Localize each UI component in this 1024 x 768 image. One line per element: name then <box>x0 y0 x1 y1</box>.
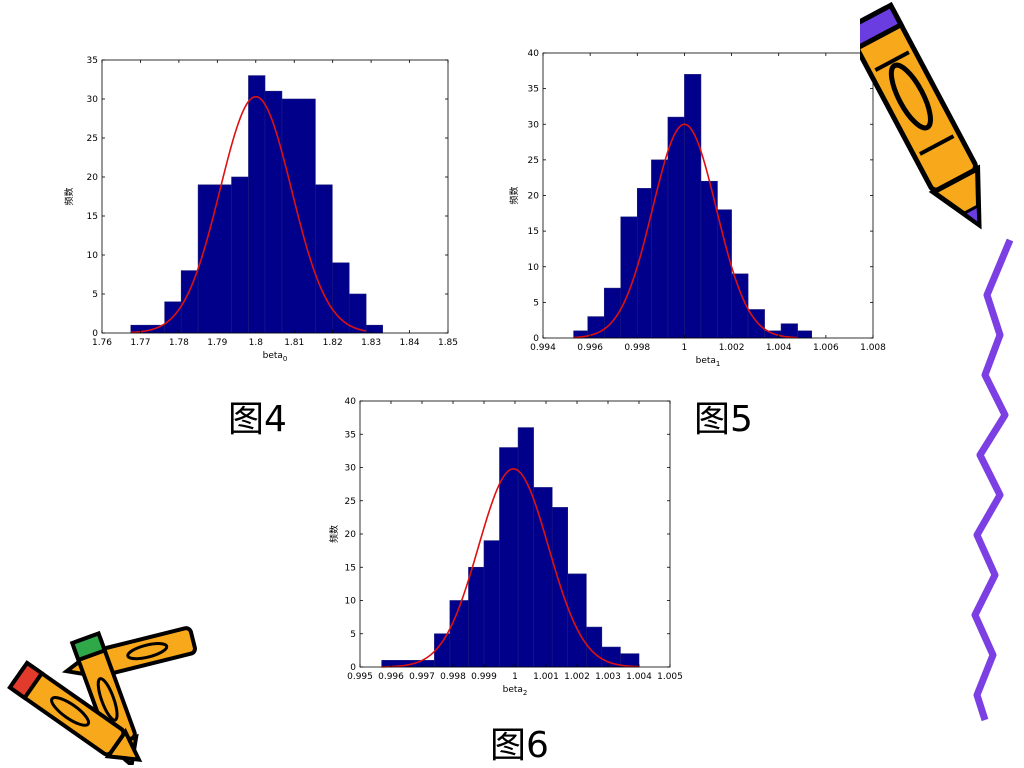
figure-4-caption: 图4 <box>228 399 287 440</box>
y-tick-label: 35 <box>87 56 98 66</box>
x-tick-label: 1.84 <box>400 338 420 348</box>
y-tick-label: 15 <box>87 212 98 222</box>
y-tick-label: 0 <box>350 663 356 673</box>
x-tick-label: 0.997 <box>409 672 435 682</box>
y-tick-label: 30 <box>345 464 357 474</box>
x-tick-label: 1.006 <box>813 343 839 353</box>
x-tick-label: 0.999 <box>471 672 497 682</box>
x-tick-label: 1.005 <box>657 672 683 682</box>
zigzag-line <box>971 238 1014 722</box>
y-tick-label: 10 <box>87 251 99 261</box>
x-tick-label: 0.994 <box>530 343 556 353</box>
x-tick-label: 1.002 <box>719 343 745 353</box>
y-tick-label: 0 <box>533 334 539 344</box>
x-tick-label: 1.81 <box>284 338 304 348</box>
x-tick-label: 0.996 <box>378 672 404 682</box>
y-tick-label: 20 <box>345 530 357 540</box>
histogram-beta0: 1.76 1.77 1.78 1.79 1.8 1.81 1.82 1.83 1.84 1.85 0… <box>63 56 458 363</box>
x-tick-label: 1.78 <box>169 338 189 348</box>
histogram-beta1: 0.994 0.996 0.998 1 1.002 1.004 1.006 1.008 0 5 10… <box>508 49 886 368</box>
histogram-bar <box>231 176 249 334</box>
x-tick-label: 1.82 <box>323 338 343 348</box>
y-tick-label: 15 <box>528 227 539 237</box>
histogram-bar <box>684 74 702 339</box>
histogram-bar <box>651 159 669 339</box>
normal-fit-curve <box>130 95 367 334</box>
x-tick-label: 0.996 <box>577 343 603 353</box>
histogram-bar <box>620 216 638 339</box>
y-tick-label: 40 <box>528 49 540 59</box>
y-tick-label: 30 <box>528 120 540 130</box>
y-tick-label: 20 <box>528 192 540 202</box>
y-tick-label: 5 <box>350 630 356 640</box>
y-axis-label: 频数 <box>328 525 340 543</box>
histogram-bar <box>567 573 587 668</box>
y-tick-label: 25 <box>345 497 356 507</box>
y-tick-label: 10 <box>345 597 357 607</box>
x-tick-label: 1.002 <box>564 672 590 682</box>
pencil-icon <box>860 1 982 230</box>
histogram-bar <box>449 600 469 668</box>
histogram-bar <box>499 447 519 668</box>
y-tick-label: 5 <box>92 290 98 300</box>
y-tick-label: 20 <box>87 173 99 183</box>
y-tick-label: 15 <box>345 563 356 573</box>
histogram-beta2: 0.995 0.996 0.997 0.998 0.999 1 1.001 1.002 1.00… <box>328 397 683 697</box>
x-tick-label: 0.998 <box>440 672 466 682</box>
x-tick-label: 0.995 <box>347 672 373 682</box>
x-axis-label: beta1 <box>696 356 721 368</box>
y-tick-label: 40 <box>345 397 357 407</box>
y-axis-label: 频数 <box>508 186 520 204</box>
histogram-bar <box>315 184 333 334</box>
x-tick-label: 1 <box>682 343 688 353</box>
x-tick-label: 1.004 <box>626 672 652 682</box>
x-tick-label: 1.001 <box>533 672 559 682</box>
histogram-bar <box>483 540 500 668</box>
normal-fit-curve <box>381 468 640 668</box>
y-tick-label: 25 <box>87 134 98 144</box>
histogram-bar <box>365 324 383 334</box>
histogram-bar <box>248 75 266 334</box>
y-tick-label: 25 <box>528 156 539 166</box>
y-tick-label: 5 <box>533 298 539 308</box>
x-tick-label: 0.998 <box>624 343 650 353</box>
normal-fit-curve <box>573 123 798 339</box>
x-tick-label: 1.83 <box>361 338 381 348</box>
y-tick-label: 10 <box>528 263 540 273</box>
plot-frame <box>101 59 449 334</box>
crossed-pencils-icon <box>7 626 197 765</box>
histogram-bar <box>264 90 283 334</box>
y-tick-label: 35 <box>345 430 356 440</box>
histogram-bar <box>331 262 350 334</box>
figure-5-caption: 图5 <box>694 399 753 440</box>
x-tick-label: 1.76 <box>92 338 112 348</box>
x-tick-label: 1.79 <box>207 338 227 348</box>
x-tick-label: 1.003 <box>595 672 621 682</box>
histogram-bar <box>434 633 451 668</box>
histogram-bar <box>533 487 553 668</box>
histogram-bar <box>468 566 485 668</box>
x-tick-label: 1.004 <box>766 343 792 353</box>
x-tick-label: 1.77 <box>130 338 150 348</box>
x-tick-label: 1.008 <box>860 343 886 353</box>
x-tick-label: 1 <box>512 672 518 682</box>
histogram-bar <box>717 209 732 339</box>
histogram-bar <box>667 116 685 339</box>
y-tick-label: 0 <box>92 329 98 339</box>
y-tick-label: 35 <box>528 85 539 95</box>
histogram-bar <box>797 330 813 339</box>
x-axis-label: beta2 <box>503 685 528 697</box>
x-tick-label: 1.85 <box>438 338 458 348</box>
figure-6-caption: 图6 <box>490 725 549 766</box>
y-tick-label: 30 <box>87 95 99 105</box>
histogram-bar <box>517 427 534 668</box>
x-axis-label: beta0 <box>263 351 288 363</box>
histogram-bar <box>197 184 232 334</box>
y-axis-label: 频数 <box>63 187 75 205</box>
x-tick-label: 1.8 <box>249 338 264 348</box>
histogram-bar <box>636 188 652 339</box>
